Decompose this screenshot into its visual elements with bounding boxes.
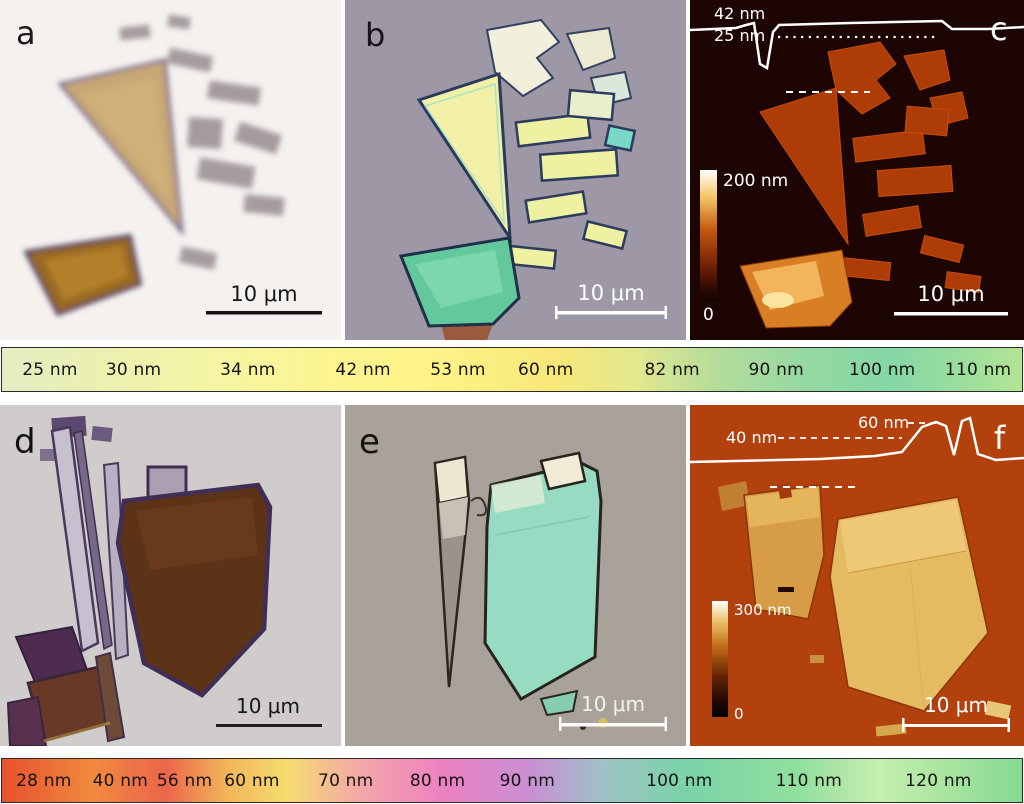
- thickness-label: 100 nm: [646, 770, 713, 791]
- thickness-label: 100 nm: [849, 359, 916, 380]
- afm-colorbar-max-label: 300 nm: [734, 601, 792, 619]
- panel-d-image: 10 μm d: [0, 405, 341, 746]
- thickness-label: 60 nm: [517, 359, 574, 380]
- panel-a-image: 10 μm a: [0, 0, 341, 340]
- bottom-row: 10 μm d: [0, 405, 1024, 746]
- afm-colorbar-max-label: 200 nm: [723, 171, 788, 191]
- thickness-label: 53 nm: [430, 359, 486, 380]
- panel-letter: c: [990, 10, 1008, 48]
- thickness-label: 90 nm: [499, 770, 555, 791]
- scale-bar: [206, 311, 322, 315]
- scale-bar-label: 10 μm: [581, 692, 645, 716]
- panel-letter: a: [16, 14, 36, 52]
- scale-bar: [216, 724, 322, 727]
- flakes-optical: [433, 451, 608, 730]
- flakes-afm: [759, 41, 982, 293]
- thickness-label: 42 nm: [335, 359, 391, 380]
- scale-bar: [555, 306, 667, 319]
- thickness-label: 34 nm: [220, 359, 276, 380]
- afm-colorbar-min-label: 0: [703, 305, 714, 325]
- panel-b: 10 μm b: [345, 0, 686, 340]
- scale-bar-label: 10 μm: [924, 693, 988, 717]
- thickness-scale-top: 25 nm 30 nm 34 nm 42 nm 53 nm 60 nm 82 n…: [1, 347, 1023, 392]
- panel-letter: d: [14, 422, 36, 462]
- thickness-label: 28 nm: [16, 770, 72, 791]
- afm-colorbar-min-label: 0: [734, 705, 744, 723]
- flakes-optical: [398, 18, 637, 340]
- thickness-scale-bottom: 28 nm 40 nm 56 nm 60 nm 70 nm 80 nm 90 n…: [1, 758, 1023, 803]
- afm-colorbar: [700, 170, 717, 302]
- thickness-label: 90 nm: [748, 359, 804, 380]
- panel-a: 10 μm a: [0, 0, 341, 340]
- panel-letter: b: [365, 16, 385, 54]
- profile-height-label-right: 60 nm: [858, 413, 909, 432]
- scale-bar-label: 10 μm: [917, 282, 984, 306]
- profile-height-label-left: 40 nm: [726, 428, 777, 447]
- scale-bar: [894, 312, 1008, 316]
- scale-bar-label: 10 μm: [577, 281, 644, 305]
- thickness-label: 56 nm: [156, 770, 213, 791]
- panel-c-image: 42 nm 25 nm 200 nm 0 10 μm c: [690, 0, 1024, 340]
- flakes-optical: [6, 415, 273, 746]
- thickness-label: 80 nm: [409, 770, 466, 791]
- thickness-label: 25 nm: [22, 359, 78, 380]
- thickness-label: 30 nm: [105, 359, 162, 380]
- panel-f-image: 40 nm 60 nm 300 nm 0 10 μm f: [690, 405, 1024, 746]
- scale-bar-label: 10 μm: [236, 694, 300, 718]
- panel-e: 10 μm e: [345, 405, 686, 746]
- panel-f: 40 nm 60 nm 300 nm 0 10 μm f: [690, 405, 1024, 746]
- thickness-label: 110 nm: [944, 359, 1012, 380]
- panel-b-image: 10 μm b: [345, 0, 686, 340]
- scale-bar: [559, 717, 667, 731]
- flakes-afm: [718, 481, 1012, 737]
- panel-letter: f: [994, 419, 1006, 457]
- top-row: 10 μm a: [0, 0, 1024, 340]
- thickness-label: 110 nm: [775, 770, 843, 791]
- profile-height-label-bottom: 25 nm: [714, 26, 765, 45]
- scale-bar: [902, 718, 1010, 732]
- panel-letter: e: [359, 422, 380, 462]
- scale-bar-label: 10 μm: [230, 282, 297, 306]
- thickness-label: 120 nm: [905, 770, 972, 791]
- panel-c: 42 nm 25 nm 200 nm 0 10 μm c: [690, 0, 1024, 340]
- thickness-label: 60 nm: [224, 770, 280, 791]
- panel-d: 10 μm d: [0, 405, 341, 746]
- flakes-optical-blurry: [23, 14, 285, 317]
- thickness-label: 82 nm: [644, 359, 700, 380]
- thickness-label: 40 nm: [92, 770, 148, 791]
- height-profile-trace: [690, 19, 1024, 70]
- profile-height-label-top: 42 nm: [714, 4, 765, 23]
- thickness-label: 70 nm: [318, 770, 374, 791]
- panel-e-image: 10 μm e: [345, 405, 686, 746]
- afm-colorbar: [712, 601, 728, 717]
- height-profile-trace: [690, 416, 1024, 464]
- bright-flake-afm: [739, 249, 853, 329]
